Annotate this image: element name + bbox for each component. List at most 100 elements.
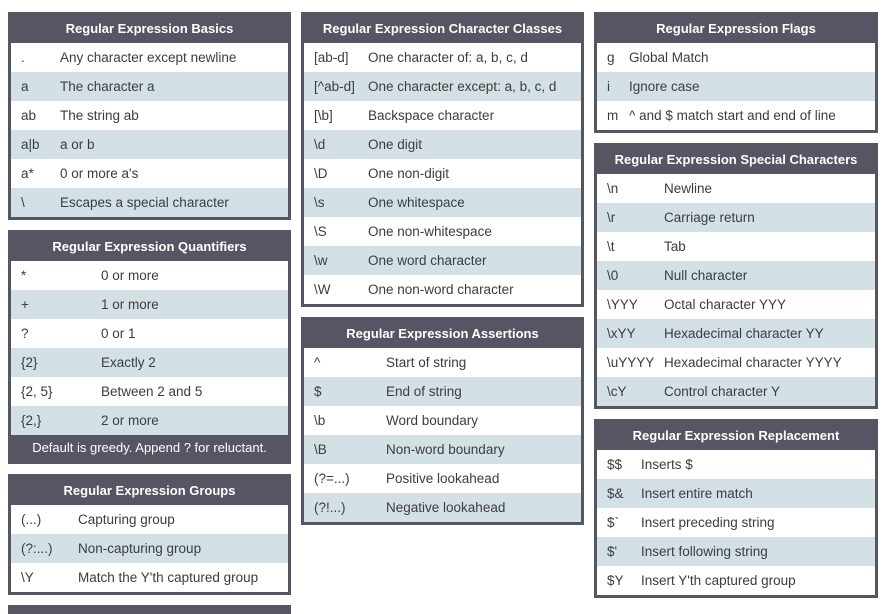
regex-description: 1 or more [101, 297, 159, 312]
replacement-table-title: Regular Expression Replacement [597, 422, 875, 450]
assertions-table-title: Regular Expression Assertions [304, 320, 581, 348]
table-row: a|b a or b [11, 130, 288, 159]
regex-description: Insert following string [641, 544, 768, 559]
assertions-table: Regular Expression Assertions ^ Start of… [301, 317, 584, 525]
regex-symbol: \0 [607, 268, 619, 283]
table-row: \n Newline [597, 174, 875, 203]
regex-description: 0 or more [101, 268, 159, 283]
regex-symbol: + [21, 297, 29, 312]
regex-symbol: (?:...) [21, 541, 53, 556]
regex-description: Inserts $ [641, 457, 693, 472]
flags-table: Regular Expression Flags g Global Match … [594, 12, 878, 133]
regex-description: Hexadecimal character YY [664, 326, 824, 341]
regex-description: One character of: a, b, c, d [368, 50, 528, 65]
regex-symbol: ^ [314, 355, 321, 370]
table-row: . Any character except newline [11, 43, 288, 72]
regex-description: Start of string [386, 355, 467, 370]
regex-description: Exactly 2 [101, 355, 156, 370]
regex-symbol: ? [21, 326, 29, 341]
table-row: [^ab-d] One character except: a, b, c, d [304, 72, 581, 101]
regex-description: Backspace character [368, 108, 495, 123]
regex-description: One non-digit [368, 166, 450, 181]
column-right: Regular Expression Flags g Global Match … [594, 12, 878, 608]
regex-symbol: [ab-d] [314, 50, 349, 65]
table-row: m ^ and $ match start and end of line [597, 101, 875, 130]
table-row: \ Escapes a special character [11, 188, 288, 217]
character-classes-table-title: Regular Expression Character Classes [304, 15, 581, 43]
regex-symbol: [^ab-d] [314, 79, 355, 94]
regex-symbol: $ [314, 384, 322, 399]
table-row: \b Word boundary [304, 406, 581, 435]
regex-symbol: * [21, 268, 27, 283]
regex-symbol: (?=...) [314, 471, 350, 486]
table-row: (...) Capturing group [11, 505, 288, 534]
regex-description: Negative lookahead [386, 500, 506, 515]
column-middle: Regular Expression Character Classes [ab… [301, 12, 584, 535]
regex-description: Global Match [629, 50, 709, 65]
regex-description: Between 2 and 5 [101, 384, 203, 399]
regex-symbol: \B [314, 442, 327, 457]
table-row: \uYYYY Hexadecimal character YYYY [597, 348, 875, 377]
regex-symbol: \n [607, 181, 619, 196]
special-characters-table-title: Regular Expression Special Characters [597, 146, 875, 174]
regex-symbol: a [21, 79, 29, 94]
table-row: \S One non-whitespace [304, 217, 581, 246]
basics-table-title: Regular Expression Basics [11, 15, 288, 43]
quantifiers-table-title: Regular Expression Quantifiers [11, 233, 288, 261]
table-row: (?=...) Positive lookahead [304, 464, 581, 493]
regex-description: Ignore case [629, 79, 700, 94]
table-row: ? 0 or 1 [11, 319, 288, 348]
regex-description: One character except: a, b, c, d [368, 79, 557, 94]
regex-description: Insert Y'th captured group [641, 573, 796, 588]
table-row: $& Insert entire match [597, 479, 875, 508]
regex-description: One non-whitespace [368, 224, 492, 239]
regex-symbol: \w [314, 253, 328, 268]
regex-symbol: \d [314, 137, 326, 152]
flags-table-title: Regular Expression Flags [597, 15, 875, 43]
regex-symbol: (?!...) [314, 500, 346, 515]
table-row: (?:...) Non-capturing group [11, 534, 288, 563]
regex-description: Match the Y'th captured group [78, 570, 259, 585]
regex-description: Escapes a special character [60, 195, 229, 210]
table-row: {2,} 2 or more [11, 406, 288, 435]
regex-description: ^ and $ match start and end of line [629, 108, 836, 123]
regex-symbol: $$ [607, 457, 623, 472]
table-row: ^ Start of string [304, 348, 581, 377]
table-row: {2, 5} Between 2 and 5 [11, 377, 288, 406]
quantifiers-table: Regular Expression Quantifiers * 0 or mo… [8, 230, 291, 464]
regex-symbol: . [21, 50, 25, 65]
regex-symbol: \uYYYY [607, 355, 655, 370]
regex-description: Tab [664, 239, 686, 254]
table-row: $' Insert following string [597, 537, 875, 566]
regex-symbol: a* [21, 166, 34, 181]
regex-description: 0 or 1 [101, 326, 136, 341]
table-row: * 0 or more [11, 261, 288, 290]
regex-symbol: $' [607, 544, 618, 559]
table-row: a The character a [11, 72, 288, 101]
regex-symbol: \r [607, 210, 616, 225]
regex-symbol: \Y [21, 570, 34, 585]
regex-symbol: $& [607, 486, 624, 501]
basics-table: Regular Expression Basics . Any characte… [8, 12, 291, 220]
regex-symbol: {2,} [21, 413, 42, 428]
table-row: \w One word character [304, 246, 581, 275]
table-row: (?!...) Negative lookahead [304, 493, 581, 522]
regex-symbol: i [607, 79, 610, 94]
table-row: \s One whitespace [304, 188, 581, 217]
regex-description: Non-word boundary [386, 442, 505, 457]
table-row: $ End of string [304, 377, 581, 406]
regex-symbol: $` [607, 515, 620, 530]
table-row: \xYY Hexadecimal character YY [597, 319, 875, 348]
regex-description: a or b [60, 137, 95, 152]
regex-description: Newline [664, 181, 713, 196]
table-row: \d One digit [304, 130, 581, 159]
table-row: $$ Inserts $ [597, 450, 875, 479]
table-row: \0 Null character [597, 261, 875, 290]
regex-description: Null character [664, 268, 748, 283]
table-row: $Y Insert Y'th captured group [597, 566, 875, 595]
regex-symbol: [\b] [314, 108, 333, 123]
replacement-table: Regular Expression Replacement $$ Insert… [594, 419, 878, 598]
table-row: \W One non-word character [304, 275, 581, 304]
regex-symbol: \cY [607, 384, 627, 399]
regex-description: One word character [368, 253, 487, 268]
